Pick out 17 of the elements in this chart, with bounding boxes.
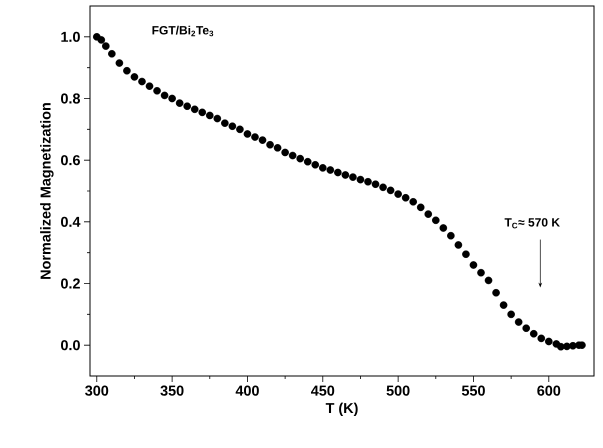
x-tick-label: 550 xyxy=(462,386,485,396)
annotation: FGT/Bi$_{2}$Te$_{3}$ xyxy=(152,26,214,36)
y-tick-label: 0.6 xyxy=(61,155,80,166)
x-tick-label: 500 xyxy=(386,386,410,396)
y-tick-label: 0.0 xyxy=(61,340,80,350)
y-axis-title: Normalized Magnetization xyxy=(40,103,54,279)
y-tick-label: 0.4 xyxy=(61,216,80,227)
x-tick-label: 450 xyxy=(311,386,334,396)
annotation: T$_{C}$≈ 570 K xyxy=(504,218,560,228)
x-tick-label: 350 xyxy=(160,386,184,396)
x-tick-label: 300 xyxy=(85,386,108,396)
x-tick-label: 400 xyxy=(236,386,259,396)
x-tick-label: 600 xyxy=(537,386,560,396)
y-tick-label: 0.8 xyxy=(61,93,80,104)
y-tick-label: 0.2 xyxy=(61,278,80,289)
x-axis-title: T (K) xyxy=(326,402,358,416)
y-tick-label: 1.0 xyxy=(61,32,80,42)
